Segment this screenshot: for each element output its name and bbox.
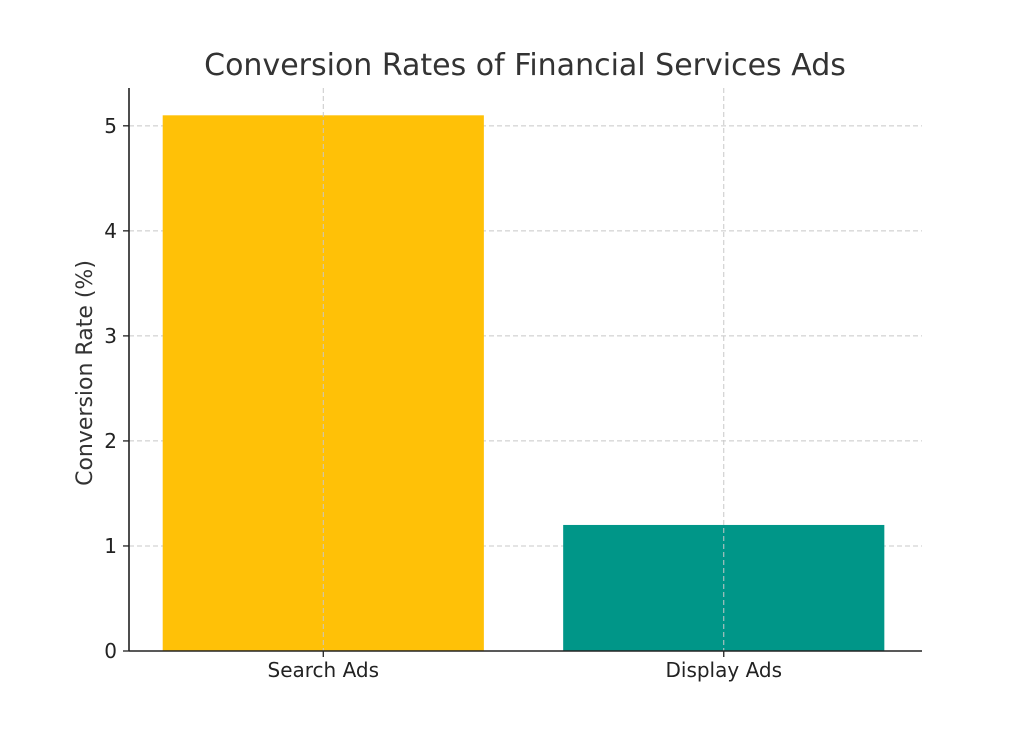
chart-title: Conversion Rates of Financial Services A… <box>204 48 846 83</box>
y-tick-label: 0 <box>104 639 117 663</box>
x-tick-label: Display Ads <box>665 658 782 682</box>
y-tick-label: 1 <box>104 534 117 558</box>
axes <box>128 88 922 652</box>
bars <box>162 115 885 652</box>
vertical-grid-lines <box>322 88 725 651</box>
tick-labels: 0 1 2 3 4 5 Search Ads Display Ads <box>104 114 782 682</box>
y-tick-label: 4 <box>104 219 117 243</box>
y-tick-label: 2 <box>104 429 117 453</box>
y-axis-label: Conversion Rate (%) <box>73 260 98 486</box>
x-tick-label: Search Ads <box>268 658 380 682</box>
y-tick-label: 3 <box>104 324 117 348</box>
y-tick-label: 5 <box>104 114 117 138</box>
